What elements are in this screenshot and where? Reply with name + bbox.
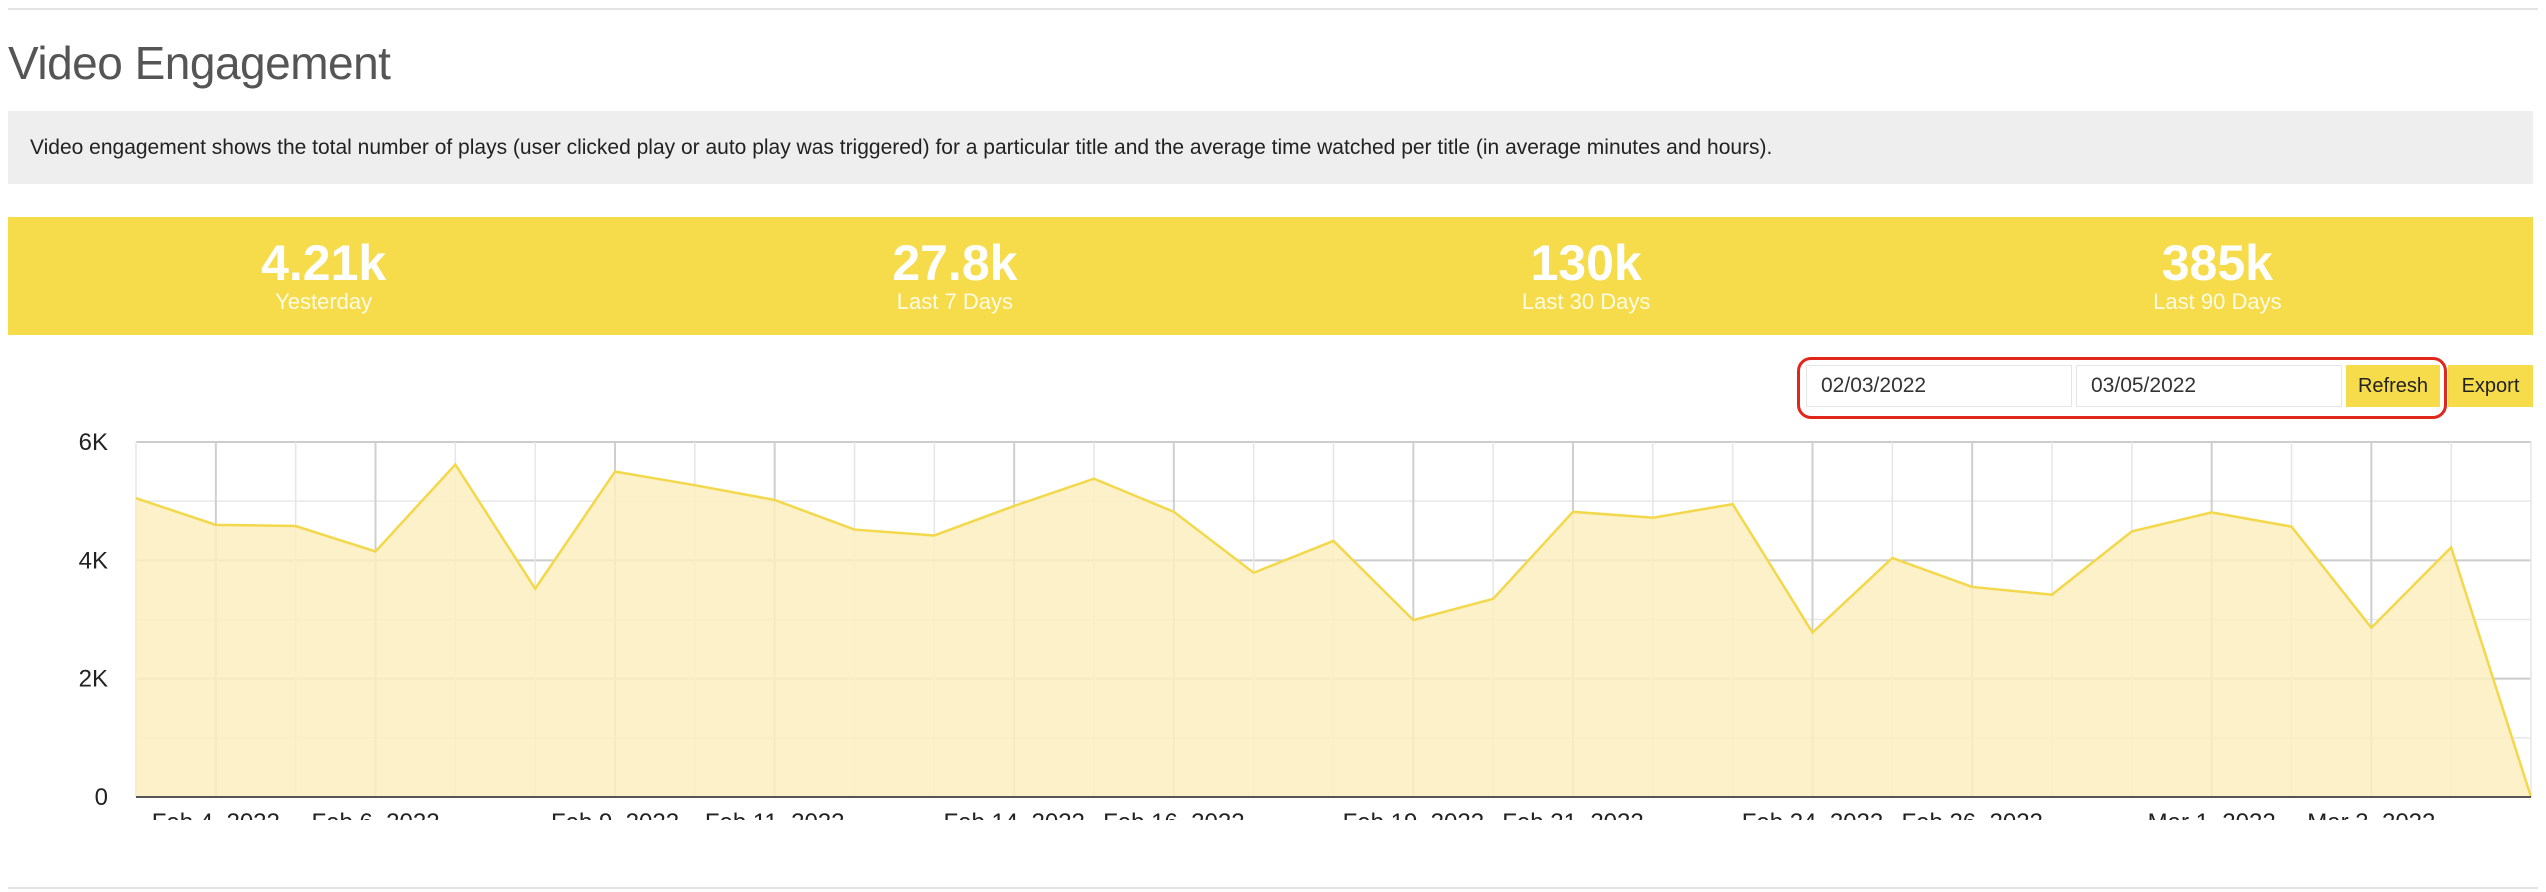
data-point[interactable] [293,523,299,529]
data-point[interactable] [2209,509,2215,515]
x-tick-label: Feb 24, 2022 [1742,809,1883,820]
x-tick-label: Mar 1, 2022 [2148,809,2276,820]
data-point[interactable] [2049,592,2055,598]
data-point[interactable] [532,586,538,592]
y-tick-label: 0 [95,784,108,811]
x-tick-label: Feb 21, 2022 [1502,809,1643,820]
stat-last-7-days: 27.8k Last 7 Days [639,217,1270,335]
data-point[interactable] [1171,509,1177,515]
stat-label: Last 90 Days [2153,289,2282,314]
data-point[interactable] [2448,544,2454,550]
stat-yesterday: 4.21k Yesterday [8,217,639,335]
y-tick-label: 6K [79,429,108,456]
stat-label: Yesterday [275,289,373,314]
data-point[interactable] [1969,584,1975,590]
stat-value: 27.8k [892,235,1018,291]
data-point[interactable] [852,527,858,533]
x-tick-label: Feb 14, 2022 [943,809,1084,820]
data-point[interactable] [612,469,618,475]
data-point[interactable] [1251,570,1257,576]
stats-summary-band: 4.21k Yesterday 27.8k Last 7 Days 130k L… [8,217,2533,335]
data-point[interactable] [133,495,139,501]
date-range-highlight [1797,357,2447,419]
data-point[interactable] [1730,501,1736,507]
data-point[interactable] [1011,503,1017,509]
stat-value: 4.21k [261,235,387,291]
bottom-divider [8,887,2538,889]
x-tick-label: Feb 19, 2022 [1343,809,1484,820]
data-point[interactable] [452,461,458,467]
data-point[interactable] [1650,515,1656,521]
description-text: Video engagement shows the total number … [30,135,1773,159]
x-tick-label: Mar 3, 2022 [2307,809,2435,820]
data-point[interactable] [772,497,778,503]
data-point[interactable] [213,522,219,528]
end-date-input[interactable] [2076,365,2342,407]
x-tick-label: Feb 16, 2022 [1103,809,1244,820]
plays-area-chart: 0 2K 4K 6K Feb 4, 2022 Feb 6, 2022 Feb 9, 202… [79,429,2533,820]
series-line [135,462,2533,798]
data-point[interactable] [1889,555,1895,561]
y-tick-label: 4K [79,547,108,574]
stat-label: Last 30 Days [1521,289,1651,314]
x-tick-label: Feb 11, 2022 [705,809,845,820]
data-point[interactable] [1331,538,1337,544]
chart-area-series [133,461,2533,798]
data-point[interactable] [1570,509,1576,515]
data-point[interactable] [1810,630,1816,636]
export-button[interactable]: Export [2448,365,2533,407]
page-title: Video Engagement [8,37,391,89]
stat-value: 385k [2161,235,2273,291]
series-area-fill [136,464,2531,797]
start-date-input[interactable] [1806,365,2072,407]
data-point[interactable] [2129,528,2135,534]
stat-last-90-days: 385k Last 90 Days [1902,217,2533,335]
data-point[interactable] [2368,625,2374,631]
x-tick-label: Feb 6, 2022 [311,809,439,820]
x-tick-label: Feb 9, 2022 [551,809,679,820]
stat-value: 130k [1530,235,1642,291]
refresh-button[interactable]: Refresh [2346,365,2440,407]
description-panel: Video engagement shows the total number … [8,111,2533,184]
y-tick-label: 2K [79,666,108,693]
y-axis-labels: 0 2K 4K 6K [79,429,108,811]
top-divider [8,8,2538,10]
data-point[interactable] [1091,476,1097,482]
data-point[interactable] [692,482,698,488]
stat-label: Last 7 Days [896,289,1013,314]
data-point[interactable] [1490,596,1496,602]
data-point[interactable] [931,532,937,538]
x-axis-labels: Feb 4, 2022 Feb 6, 2022 Feb 9, 2022 Feb 11,… [152,809,2436,820]
data-point[interactable] [1410,617,1416,623]
data-point[interactable] [373,548,379,554]
x-tick-label: Feb 26, 2022 [1901,809,2042,820]
data-point[interactable] [2289,524,2295,530]
stat-last-30-days: 130k Last 30 Days [1271,217,1902,335]
x-tick-label: Feb 4, 2022 [152,809,280,820]
